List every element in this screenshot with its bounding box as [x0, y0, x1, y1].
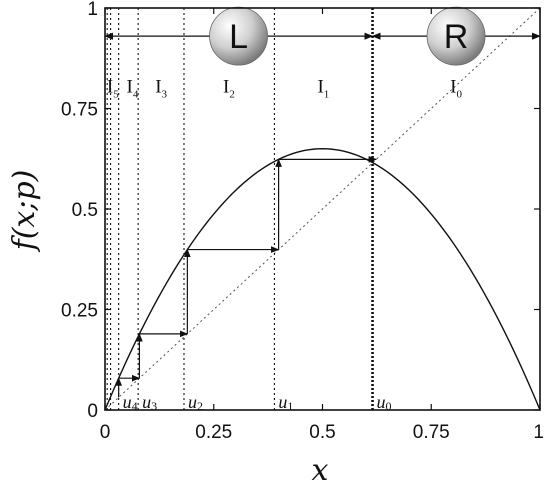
interval-label-i0: I0 [450, 76, 462, 100]
axis-ticks: 0 0.25 0.5 0.75 1 0 0.25 0.5 0.75 1 [61, 0, 544, 443]
interval-label-i1: I1 [317, 76, 329, 100]
x-tick-label: 0.5 [309, 422, 335, 443]
region-label: L [229, 18, 248, 56]
y-tick-label: 0.25 [61, 301, 98, 322]
map-curve [104, 147, 541, 411]
region-l-badge: L [209, 6, 268, 66]
interval-label-i3: I3 [155, 76, 167, 100]
x-tick-label: 0.25 [195, 422, 232, 443]
x-tick-label: 1 [533, 422, 544, 443]
region-label: R [444, 18, 469, 56]
y-tick-label: 0.5 [72, 200, 98, 221]
region-sphere [426, 6, 486, 66]
y-tick-label: 1 [87, 0, 98, 20]
y-tick-label: 0 [87, 401, 98, 422]
identity-line [104, 7, 541, 411]
interval-label-i5: I5 [107, 76, 119, 100]
y-tick-label: 0.75 [61, 100, 98, 121]
y-axis-label: f(x;p) [7, 170, 42, 253]
region-r-badge: R [426, 6, 486, 66]
x-axis-label: x [312, 453, 329, 488]
x-tick-label: 0.75 [413, 422, 450, 443]
interval-label-i4: I4 [126, 76, 138, 100]
x-tick-label: 0 [100, 422, 111, 443]
region-sphere [209, 6, 268, 66]
interval-label-i2: I2 [223, 76, 235, 100]
